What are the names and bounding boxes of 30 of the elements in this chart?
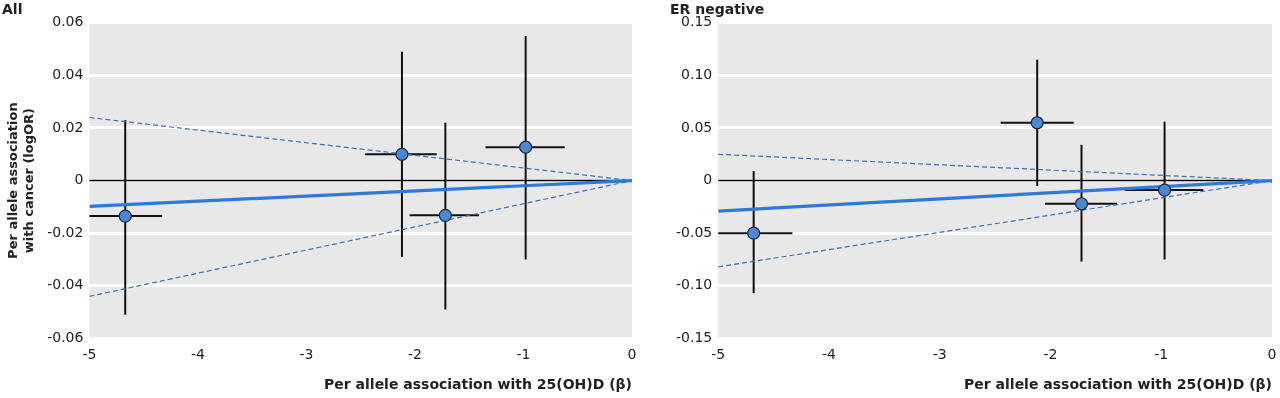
y-tick-label: 0.06 [52,13,84,30]
y-tick-label: 0.15 [681,13,713,30]
y-tick-label: 0 [74,171,84,188]
x-tick-label: -3 [299,346,314,363]
x-tick-label: -4 [190,346,206,363]
x-tick-label: -2 [1043,346,1058,363]
y-tick-label: -0.02 [47,223,84,240]
x-tick-label: -1 [516,346,531,363]
y-tick-label: 0.10 [681,66,713,83]
x-tick-label: -2 [407,346,422,363]
y-tick-label: 0 [703,171,713,188]
x-tick-label: 0 [627,346,637,363]
x-tick-label: 0 [1267,346,1277,363]
y-tick-label: -0.06 [47,329,84,346]
x-tick-label: -5 [711,346,726,363]
y-tick-label: -0.04 [47,276,84,293]
y-axis-title: Per allele association with cancer (logOR) [5,102,36,259]
y-tick-label: 0.04 [52,66,84,83]
x-axis-title: Per allele association with 25(OH)D (β) [324,376,632,393]
y-tick-label: -0.05 [675,223,713,240]
chart-title: All [2,1,23,18]
x-tick-label: -3 [932,346,947,363]
y-tick-label: -0.15 [675,329,713,346]
x-tick-label: -5 [82,346,97,363]
y-tick-label: -0.10 [675,276,713,293]
y-tick-label: 0.02 [52,118,84,135]
x-axis-title: Per allele association with 25(OH)D (β) [964,376,1272,393]
y-tick-label: 0.05 [681,118,713,135]
x-tick-label: -4 [821,346,837,363]
x-tick-label: -1 [1154,346,1169,363]
